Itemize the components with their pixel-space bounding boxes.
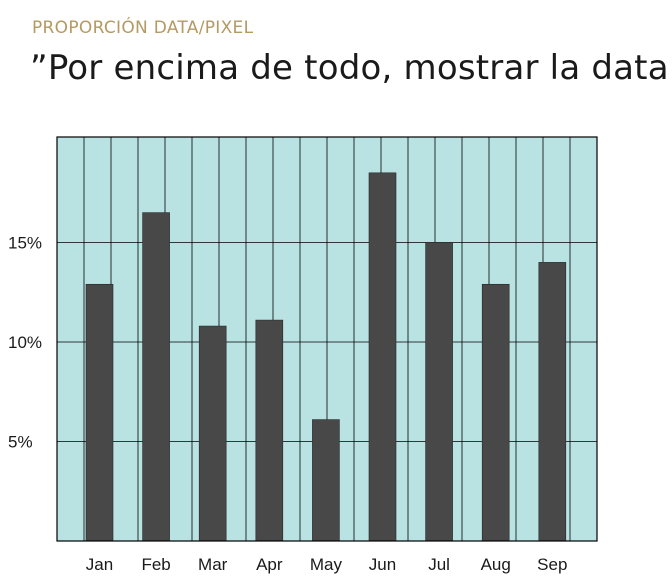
- bar-feb: [142, 212, 170, 542]
- x-tick-label: May: [310, 555, 343, 574]
- bar-aug: [481, 283, 510, 542]
- x-tick-label: Apr: [256, 555, 283, 574]
- bar-jun: [368, 172, 397, 542]
- y-tick-label: 10%: [8, 333, 42, 352]
- slide-kicker: PROPORCIÓN DATA/PIXEL: [32, 18, 254, 38]
- x-tick-label: Jun: [369, 555, 396, 574]
- x-tick-label: Aug: [481, 555, 511, 574]
- x-tick-label: Sep: [537, 555, 567, 574]
- y-tick-label: 15%: [8, 233, 42, 252]
- bar-jul: [425, 242, 453, 542]
- x-tick-label: Jul: [428, 555, 450, 574]
- slide-headline: ”Por encima de todo, mostrar la data.”: [30, 48, 672, 88]
- bar-sep: [538, 262, 567, 542]
- x-tick-label: Mar: [198, 555, 228, 574]
- x-tick-label: Jan: [86, 555, 113, 574]
- bar-jan: [85, 283, 114, 542]
- plot-border: [56, 136, 598, 542]
- bar-apr: [255, 319, 284, 542]
- x-tick-label: Feb: [141, 555, 170, 574]
- y-tick-label: 5%: [8, 432, 33, 451]
- bar-mar: [198, 325, 227, 542]
- bar-may: [312, 419, 340, 542]
